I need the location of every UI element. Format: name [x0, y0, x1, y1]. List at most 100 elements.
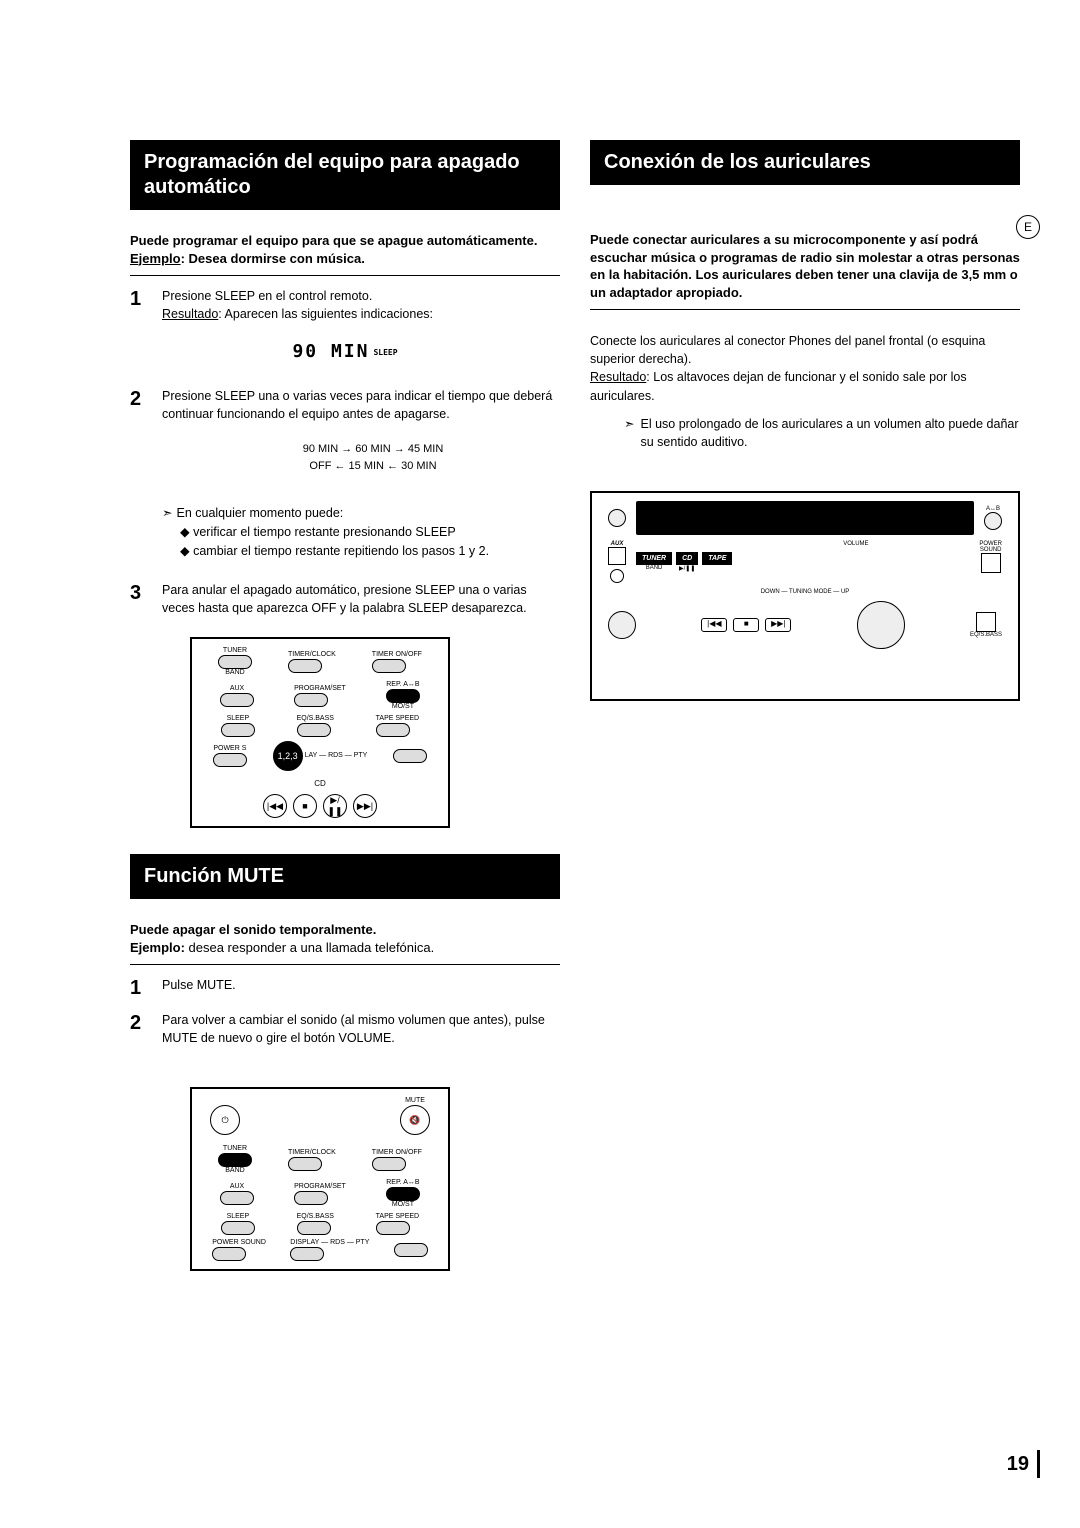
display-main: 90 MIN	[292, 341, 369, 362]
remote-label: AUX	[220, 685, 254, 692]
cd-button: CD	[676, 552, 698, 565]
step-body: Para volver a cambiar el sonido (al mism…	[162, 1012, 560, 1047]
remote-label: TIMER ON/OFF	[372, 651, 422, 658]
result-label: Resultado	[590, 370, 646, 384]
section1-title: Programación del equipo para apagado aut…	[130, 140, 560, 210]
remote-label: PROGRAM/SET	[294, 685, 346, 692]
divider	[130, 275, 560, 276]
remote-label: MO/ST	[386, 703, 420, 710]
remote-label: TUNER	[218, 647, 252, 654]
screw-icon	[984, 512, 1002, 530]
page-number: 19	[1007, 1450, 1040, 1478]
volume-label: VOLUME	[843, 541, 868, 547]
remote-label: SLEEP	[221, 1213, 255, 1220]
warning-tip: ➣ El uso prolongado de los auriculares a…	[624, 415, 1020, 451]
mute-icon: 🔇	[400, 1105, 430, 1135]
sleep-sequence: 90 MIN → 60 MIN → 45 MIN OFF ← 15 MIN ← …	[186, 441, 560, 474]
section2-title: Función MUTE	[130, 854, 560, 899]
arrow-icon: ➣	[624, 415, 634, 451]
section1-intro: Puede programar el equipo para que se ap…	[130, 232, 560, 267]
divider	[590, 309, 1020, 310]
manual-page: E Programación del equipo para apagado a…	[0, 0, 1080, 1528]
remote-label: PROGRAM/SET	[294, 1183, 346, 1190]
right-title: Conexión de los auriculares	[590, 140, 1020, 185]
intro-main: Puede apagar el sonido temporalmente.	[130, 922, 376, 937]
prev-icon: |◀◀	[263, 794, 287, 818]
stop-icon: ■	[293, 794, 317, 818]
step-body: Presione SLEEP en el control remoto. Res…	[162, 288, 560, 323]
step-2: 2 Para volver a cambiar el sonido (al mi…	[130, 1012, 560, 1047]
tape-button: TAPE	[702, 552, 732, 565]
remote-label: LAY — RDS — PTY	[305, 752, 368, 759]
step-1: 1 Presione SLEEP en el control remoto. R…	[130, 288, 560, 323]
remote-label: BAND	[218, 1167, 252, 1174]
result-text: : Aparecen las siguientes indicaciones:	[218, 307, 433, 321]
step-number: 2	[130, 388, 152, 423]
body-line1: Conecte los auriculares al conector Phon…	[590, 332, 1020, 368]
step-3: 3 Para anular el apagado automático, pre…	[130, 582, 560, 617]
step1-line1: Presione SLEEP en el control remoto.	[162, 289, 372, 303]
remote-label: TUNER	[218, 1145, 252, 1152]
knob-icon	[608, 611, 636, 639]
seq-line2: OFF ← 15 MIN ← 30 MIN	[186, 458, 560, 475]
result-text: : Los altavoces dejan de funcionar y el …	[590, 370, 967, 402]
next-icon: ▶▶|	[765, 618, 791, 632]
result-label: Resultado	[162, 307, 218, 321]
play-label: ▶/❚❚	[676, 565, 698, 572]
step-number: 2	[130, 1012, 152, 1047]
left-column: Programación del equipo para apagado aut…	[130, 140, 560, 1271]
remote-label: TIMER/CLOCK	[288, 651, 336, 658]
tip-text: El uso prolongado de los auriculares a u…	[640, 415, 1020, 451]
tuner-button: TUNER	[636, 552, 672, 565]
step-marker: 1,2,3	[273, 741, 303, 771]
intro-example-text: : Desea dormirse con música.	[181, 251, 365, 266]
step-number: 1	[130, 288, 152, 323]
power-sound-label: POWER SOUND	[979, 541, 1002, 553]
remote-label: POWER SOUND	[212, 1239, 266, 1246]
aux-label: AUX	[608, 541, 626, 547]
remote-figure-2: ⏻ MUTE 🔇 TUNERBAND TIMER/CLOCK TIMER ON/…	[190, 1087, 450, 1271]
step-body: Para anular el apagado automático, presi…	[162, 582, 560, 617]
right-body: Conecte los auriculares al conector Phon…	[590, 332, 1020, 451]
screw-icon	[608, 509, 626, 527]
intro-example-label: Ejemplo	[130, 251, 181, 266]
remote-label: TAPE SPEED	[376, 715, 419, 722]
remote-label: TAPE SPEED	[376, 1213, 419, 1220]
remote-label: BAND	[218, 669, 252, 676]
device-display	[636, 501, 974, 535]
columns: Programación del equipo para apagado aut…	[130, 140, 1020, 1271]
bullet-2: cambiar el tiempo restante repitiendo lo…	[193, 544, 489, 558]
sleep-display: 90 MINSLEEP	[130, 341, 560, 362]
next-icon: ▶▶|	[353, 794, 377, 818]
remote-label: POWER S	[213, 745, 247, 752]
volume-knob-icon	[857, 601, 905, 649]
step-1: 1 Pulse MUTE.	[130, 977, 560, 1000]
step-number: 1	[130, 977, 152, 1000]
tuning-label: DOWN — TUNING MODE — UP	[761, 589, 850, 595]
remote-label: AUX	[220, 1183, 254, 1190]
anytime-list: ➣En cualquier momento puede: ◆ verificar…	[162, 504, 560, 560]
headphone-icon	[610, 569, 624, 583]
play-pause-icon: ▶/❚❚	[323, 794, 347, 818]
seq-line1: 90 MIN → 60 MIN → 45 MIN	[186, 441, 560, 458]
right-column: Conexión de los auriculares Puede conect…	[590, 140, 1020, 1271]
remote-label: TIMER ON/OFF	[372, 1149, 422, 1156]
remote-label: DISPLAY — RDS — PTY	[290, 1239, 369, 1246]
remote-label: REP. A↔B	[386, 681, 420, 688]
band-label: BAND	[636, 565, 672, 571]
transport-row: |◀◀ ■ ▶/❚❚ ▶▶|	[200, 794, 440, 818]
ab-label: A↔B	[984, 506, 1002, 512]
remote-label: REP. A↔B	[386, 1179, 420, 1186]
intro-example-label: Ejemplo:	[130, 940, 185, 955]
step-2: 2 Presione SLEEP una o varias veces para…	[130, 388, 560, 423]
power-icon: ⏻	[210, 1105, 240, 1135]
step-body: Pulse MUTE.	[162, 977, 560, 1000]
remote-label: EQ/S.BASS	[297, 715, 334, 722]
region-badge: E	[1016, 215, 1040, 239]
source-buttons: TUNERBAND CD▶/❚❚ TAPE	[636, 552, 732, 572]
cd-label: CD	[200, 779, 440, 788]
intro-example-text: desea responder a una llamada telefónica…	[185, 940, 434, 955]
section2-intro: Puede apagar el sonido temporalmente. Ej…	[130, 921, 560, 956]
eq-label: EQ/S.BASS	[970, 632, 1002, 638]
remote-label: MO/ST	[386, 1201, 420, 1208]
